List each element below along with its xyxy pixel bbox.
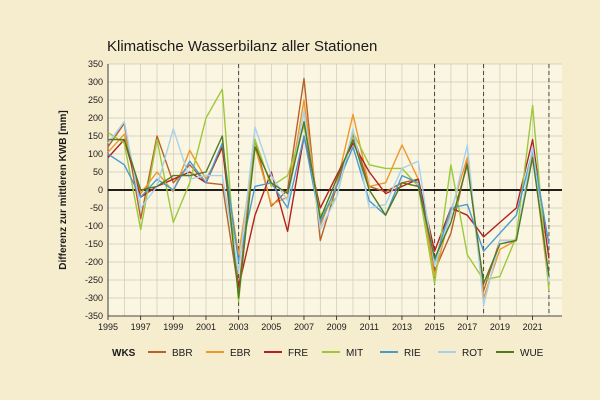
y-tick-label: 250 <box>88 95 103 105</box>
y-axis-label: Differenz zur mittleren KWB [mm] <box>58 110 69 269</box>
legend-label-rot: ROT <box>462 348 483 359</box>
legend-label-bbr: BBR <box>172 348 193 359</box>
x-tick-label: 2021 <box>523 322 543 332</box>
series-line-mit <box>107 88 550 303</box>
x-tick-label: 2017 <box>457 322 477 332</box>
y-tick-label: 300 <box>88 77 103 87</box>
x-tick-label: 2001 <box>196 322 216 332</box>
y-tick-label: -150 <box>85 239 103 249</box>
x-tick-label: 2005 <box>261 322 281 332</box>
x-tick-label: 2019 <box>490 322 510 332</box>
legend-label-mit: MIT <box>346 348 363 359</box>
y-tick-label: -350 <box>85 311 103 321</box>
x-tick-label: 2009 <box>327 322 347 332</box>
y-tick-label: 100 <box>88 149 103 159</box>
x-tick-label: 2013 <box>392 322 412 332</box>
x-tick-label: 2003 <box>229 322 249 332</box>
x-tick-label: 1995 <box>98 322 118 332</box>
y-tick-label: -300 <box>85 293 103 303</box>
legend-title: WKS <box>112 348 136 359</box>
legend-label-wue: WUE <box>520 348 544 359</box>
x-tick-label: 2007 <box>294 322 314 332</box>
y-tick-label: 0 <box>98 185 103 195</box>
y-tick-label: -100 <box>85 221 103 231</box>
legend-label-ebr: EBR <box>230 348 251 359</box>
y-tick-label: 50 <box>93 167 103 177</box>
y-tick-label: -50 <box>90 203 103 213</box>
x-tick-label: 1999 <box>163 322 183 332</box>
legend-label-rie: RIE <box>404 348 421 359</box>
legend-label-fre: FRE <box>288 348 308 359</box>
y-tick-label: 350 <box>88 59 103 69</box>
x-tick-label: 2011 <box>360 322 379 332</box>
x-tick-label: 2015 <box>425 322 445 332</box>
series-line-wue <box>108 120 550 299</box>
y-tick-label: 150 <box>88 131 103 141</box>
y-tick-label: -200 <box>85 257 103 267</box>
x-tick-label: 1997 <box>131 322 151 332</box>
y-tick-label: -250 <box>85 275 103 285</box>
y-tick-label: 200 <box>88 113 103 123</box>
chart-title: Klimatische Wasserbilanz aller Stationen <box>107 38 378 55</box>
